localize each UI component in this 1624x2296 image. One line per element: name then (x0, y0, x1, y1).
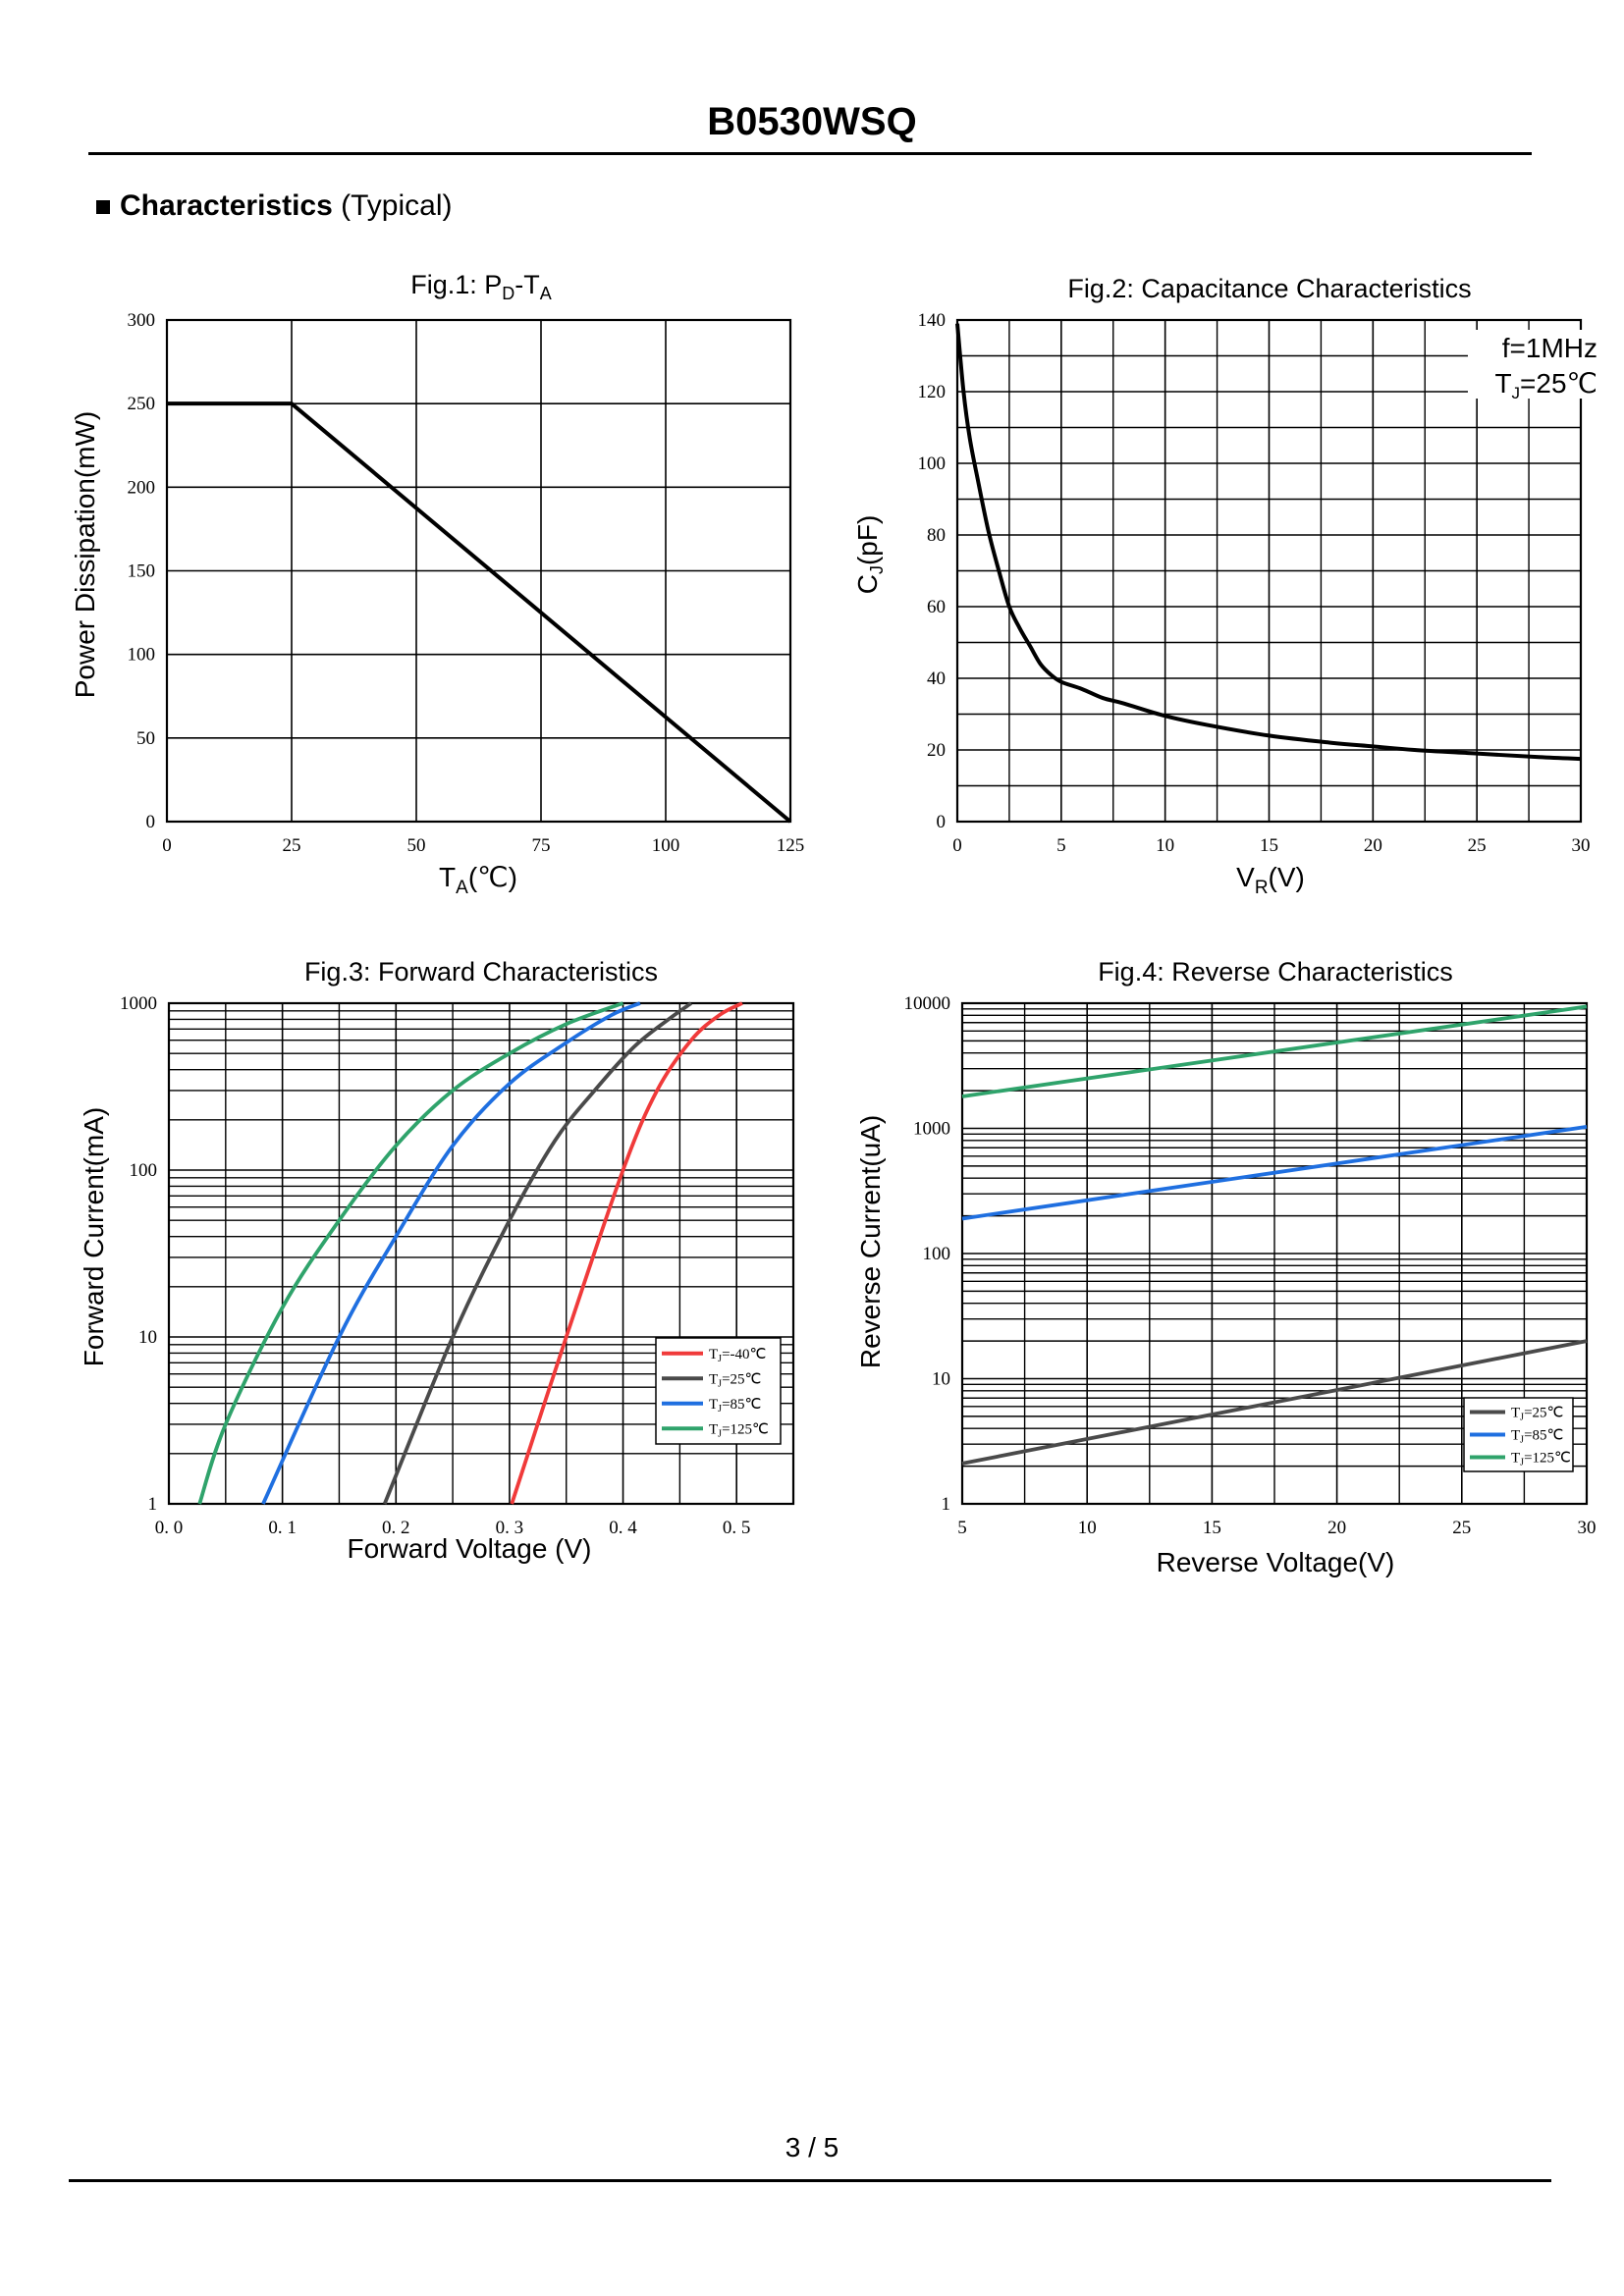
section-title: Characteristics (120, 189, 333, 222)
fig4-x-tick-label: 30 (1578, 1518, 1597, 1538)
fig2-x-axis-label: VR(V) (1236, 862, 1305, 898)
fig1-x-tick-label: 125 (777, 835, 805, 856)
fig4-series-line-2 (961, 1124, 1588, 1221)
fig1-y-tick-label: 50 (136, 728, 155, 749)
fig3-forward-chart: Fig.3: Forward Characteristics Forward C… (79, 957, 795, 1564)
fig2-y-tick-label: 80 (927, 525, 946, 546)
fig2-y-tick-label: 20 (927, 740, 946, 761)
fig4-legend-label: TJ=125℃ (1511, 1451, 1571, 1468)
fig3-legend-label: TJ=25℃ (709, 1371, 761, 1389)
fig1-x-tick-label: 0 (162, 835, 172, 856)
fig1-plot-frame (165, 318, 792, 824)
fig2-annotation-frequency: f=1MHz (1502, 333, 1597, 363)
fig2-y-tick-label: 140 (918, 310, 947, 331)
fig4-y-tick-label: 10 (932, 1369, 950, 1390)
section-subtitle: (Typical) (341, 189, 453, 222)
square-bullet-icon (96, 200, 110, 215)
fig3-x-tick-label: 0. 1 (268, 1518, 297, 1538)
fig3-legend-label: TJ=-40℃ (709, 1347, 766, 1364)
fig4-x-axis-label: Reverse Voltage(V) (1157, 1547, 1395, 1577)
fig3-x-tick-label: 0. 5 (723, 1518, 751, 1538)
fig3-legend-label: TJ=125℃ (709, 1421, 769, 1439)
fig1-y-tick-label: 200 (128, 477, 156, 498)
fig1-series-line-1 (167, 401, 792, 824)
fig4-title: Fig.4: Reverse Characteristics (1098, 957, 1453, 987)
fig2-y-tick-label: 120 (918, 382, 947, 402)
fig2-plot-frame (955, 318, 1583, 824)
fig4-y-tick-label: 10000 (904, 993, 951, 1014)
fig3-y-tick-label: 100 (130, 1160, 158, 1181)
fig1-y-axis-label: Power Dissipation(mW) (70, 411, 100, 699)
fig1-x-axis-label: TA(℃) (439, 862, 517, 898)
fig3-title: Fig.3: Forward Characteristics (304, 957, 658, 987)
fig2-capacitance-chart: Fig.2: Capacitance Characteristics CJ(pF… (852, 274, 1599, 898)
fig1-x-tick-label: 50 (407, 835, 426, 856)
fig3-y-tick-label: 1000 (120, 993, 157, 1014)
fig4-x-tick-label: 20 (1327, 1518, 1346, 1538)
fig3-plot-frame (167, 1001, 795, 1506)
fig2-y-tick-label: 40 (927, 668, 946, 689)
fig2-x-tick-label: 15 (1260, 835, 1278, 856)
page-number: 3 / 5 (785, 2132, 839, 2163)
fig2-x-tick-label: 0 (952, 835, 962, 856)
fig2-series-line-1 (955, 323, 1582, 762)
fig3-y-tick-label: 10 (138, 1327, 157, 1348)
fig4-x-tick-label: 15 (1203, 1518, 1221, 1538)
fig1-y-tick-label: 0 (146, 812, 156, 832)
fig4-y-tick-label: 100 (923, 1244, 951, 1264)
fig4-x-tick-label: 10 (1078, 1518, 1097, 1538)
fig3-series-line-4 (197, 1001, 624, 1505)
fig1-y-tick-label: 100 (128, 645, 156, 666)
fig1-pd-ta-chart: Fig.1: PD-TA Power Dissipation(mW) TA(℃)… (70, 270, 805, 898)
fig2-annotation-bg (1468, 330, 1599, 399)
fig2-x-tick-label: 5 (1056, 835, 1066, 856)
fig4-series-line-1 (961, 1339, 1588, 1466)
fig2-y-tick-label: 0 (937, 812, 947, 832)
fig1-y-tick-label: 300 (128, 310, 156, 331)
fig1-y-tick-label: 250 (128, 394, 156, 414)
fig2-annotation-temperature: TJ=25℃ (1494, 368, 1597, 402)
fig4-y-tick-label: 1000 (913, 1119, 950, 1140)
fig2-y-tick-label: 100 (918, 454, 947, 474)
fig3-series-line-2 (382, 1001, 693, 1505)
document-title: B0530WSQ (707, 100, 917, 143)
fig1-title: Fig.1: PD-TA (410, 270, 552, 303)
section-heading: Characteristics (Typical) (96, 189, 453, 223)
fig3-series-line-3 (261, 1001, 641, 1505)
fig3-y-tick-label: 1 (148, 1494, 158, 1515)
fig2-title: Fig.2: Capacitance Characteristics (1067, 274, 1471, 303)
fig1-x-tick-label: 75 (532, 835, 551, 856)
fig2-x-tick-label: 25 (1468, 835, 1487, 856)
fig3-legend-label: TJ=85℃ (709, 1397, 761, 1415)
fig2-x-tick-label: 10 (1156, 835, 1174, 856)
fig3-x-tick-label: 0. 3 (496, 1518, 524, 1538)
fig2-y-axis-label: CJ(pF) (852, 515, 887, 595)
header-rule (88, 152, 1532, 155)
footer-rule (69, 2179, 1551, 2182)
fig4-x-tick-label: 25 (1452, 1518, 1471, 1538)
fig4-legend-label: TJ=85℃ (1511, 1428, 1563, 1446)
fig3-x-tick-label: 0. 0 (155, 1518, 184, 1538)
fig4-legend-label: TJ=25℃ (1511, 1406, 1563, 1423)
fig4-plot-frame (960, 1001, 1589, 1506)
fig1-x-tick-label: 25 (283, 835, 301, 856)
fig4-series-line-3 (961, 1004, 1588, 1098)
fig3-x-tick-label: 0. 4 (609, 1518, 637, 1538)
fig4-y-tick-label: 1 (942, 1494, 951, 1515)
fig3-y-axis-label: Forward Current(mA) (79, 1107, 109, 1366)
fig3-legend-box (655, 1337, 782, 1445)
fig1-y-tick-label: 150 (128, 561, 156, 582)
fig4-x-tick-label: 5 (957, 1518, 967, 1538)
fig3-series-line-1 (510, 1001, 743, 1505)
fig4-reverse-chart: Fig.4: Reverse Characteristics Reverse C… (855, 957, 1597, 1577)
fig1-x-tick-label: 100 (652, 835, 680, 856)
fig3-x-tick-label: 0. 2 (382, 1518, 410, 1538)
fig4-y-axis-label: Reverse Current(uA) (855, 1115, 886, 1368)
fig3-x-axis-label: Forward Voltage (V) (348, 1533, 592, 1564)
fig2-x-tick-label: 30 (1572, 835, 1591, 856)
fig2-y-tick-label: 60 (927, 597, 946, 617)
fig2-x-tick-label: 20 (1364, 835, 1382, 856)
